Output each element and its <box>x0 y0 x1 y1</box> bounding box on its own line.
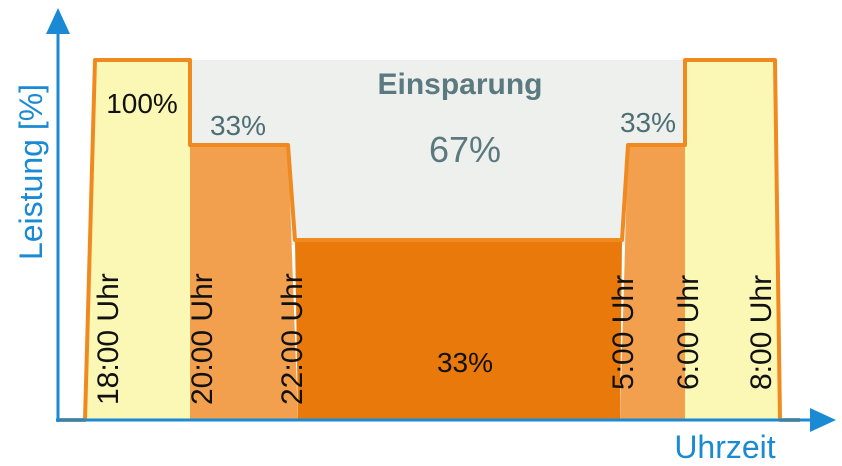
full-left <box>85 60 190 420</box>
x-arrow <box>810 408 836 432</box>
level-label: 33% <box>620 107 676 138</box>
time-label: 5:00 Uhr <box>607 275 640 390</box>
savings-title: Einsparung <box>377 68 542 101</box>
time-label: 8:00 Uhr <box>745 275 778 390</box>
level-label: 33% <box>210 110 266 141</box>
x-label: Uhrzeit <box>674 429 775 465</box>
time-label: 6:00 Uhr <box>672 275 705 390</box>
level-label: 33% <box>437 347 493 378</box>
time-label: 22:00 Uhr <box>276 273 309 405</box>
y-arrow <box>46 8 70 34</box>
savings-value: 67% <box>429 129 501 170</box>
reduced-left <box>190 145 298 420</box>
y-label: Leistung [%] <box>13 84 49 260</box>
level-label: 100% <box>106 88 178 119</box>
full-right <box>685 60 780 420</box>
reduced-right <box>620 145 685 420</box>
power-curve <box>58 58 800 422</box>
night <box>295 240 622 420</box>
time-label: 20:00 Uhr <box>186 273 219 405</box>
time-label: 18:00 Uhr <box>92 273 125 405</box>
